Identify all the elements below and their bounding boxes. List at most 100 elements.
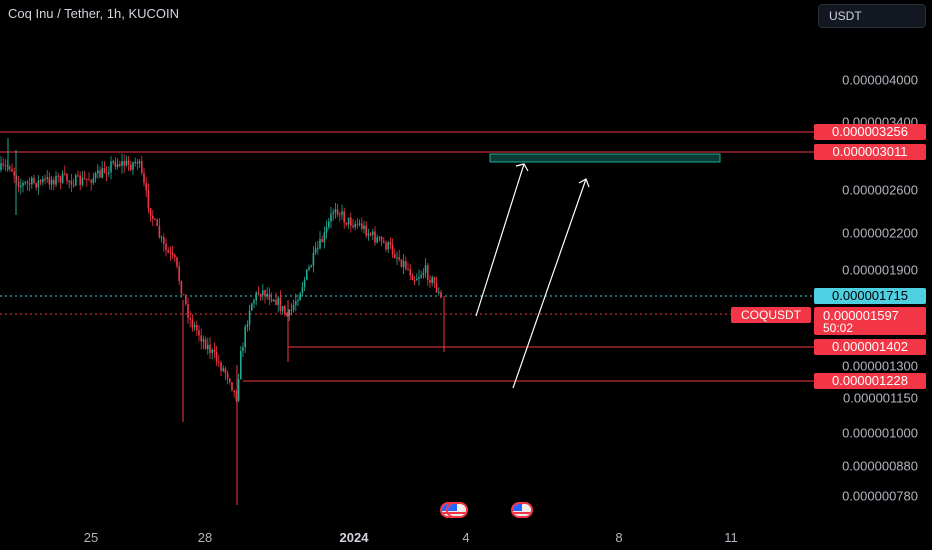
candle-body xyxy=(160,237,163,239)
candle-body xyxy=(108,172,110,174)
candle-body xyxy=(64,173,66,175)
candle-body xyxy=(310,265,312,268)
candle-body xyxy=(17,181,20,188)
candle-body xyxy=(121,161,123,166)
price-label-resistance-low: 0.000003011 xyxy=(814,144,926,160)
candle-body xyxy=(77,175,79,177)
candle-body xyxy=(427,265,429,280)
us-flag-icon[interactable] xyxy=(446,502,468,518)
candle-body xyxy=(132,162,134,170)
candle-body xyxy=(57,175,59,177)
candle-body xyxy=(171,253,174,255)
candle-body xyxy=(416,278,418,281)
candle-body xyxy=(231,382,233,391)
candle-body xyxy=(152,215,154,219)
candle-body xyxy=(209,344,211,353)
candle-body xyxy=(396,257,398,259)
symbol-badge: COQUSDT xyxy=(731,307,811,323)
candle-body xyxy=(61,173,64,183)
candle-body xyxy=(193,325,196,328)
candle-body xyxy=(363,225,365,229)
projection-arrow-1[interactable] xyxy=(475,163,525,317)
candle-body xyxy=(376,237,378,243)
candle-body xyxy=(97,170,99,174)
candle-body xyxy=(237,379,240,401)
y-tick-label: 0.000004000 xyxy=(842,72,918,88)
candle-body xyxy=(220,362,222,371)
candle-body xyxy=(431,277,433,283)
candle-body xyxy=(389,242,392,245)
candle-body xyxy=(207,344,209,350)
candle-body xyxy=(380,236,383,241)
target-zone-rectangle[interactable] xyxy=(489,153,721,163)
candle-body xyxy=(119,164,121,166)
bar-countdown: 50:02 xyxy=(823,321,854,335)
candle-body xyxy=(39,180,42,183)
candle-body xyxy=(405,261,407,269)
candle-body xyxy=(343,211,345,223)
candle-body xyxy=(226,373,229,379)
candle-body xyxy=(130,164,132,170)
candle-body xyxy=(262,290,264,296)
candle-body xyxy=(352,225,354,228)
candle-body xyxy=(180,281,183,295)
candle-body xyxy=(13,171,15,176)
candle-body xyxy=(354,224,356,228)
candle-body xyxy=(235,392,238,401)
projection-arrow-2[interactable] xyxy=(512,178,587,389)
currency-selector[interactable]: USDT xyxy=(818,4,926,28)
candle-body xyxy=(314,248,317,253)
candle-body xyxy=(68,180,70,182)
candle-body xyxy=(251,303,253,311)
candle-body xyxy=(11,168,13,172)
candle-body xyxy=(53,179,55,185)
candle-body xyxy=(268,293,271,300)
candle-body xyxy=(211,349,213,353)
candle-body xyxy=(81,178,84,185)
y-tick-label: 0.000001900 xyxy=(842,262,918,278)
candle-body xyxy=(347,217,350,225)
y-tick-label: 0.000002200 xyxy=(842,225,918,241)
price-label-support-high: 0.000001402 xyxy=(814,339,926,355)
candle-body xyxy=(279,297,282,311)
candle-body xyxy=(422,272,425,276)
candle-body xyxy=(28,183,31,185)
candle-body xyxy=(240,351,242,380)
candle-body xyxy=(196,325,198,331)
candle-body xyxy=(20,185,22,188)
candle-body xyxy=(147,190,150,208)
candle-body xyxy=(438,292,440,294)
candle-body xyxy=(321,239,323,243)
candle-body xyxy=(202,339,205,342)
candle-body xyxy=(136,162,139,164)
candle-body xyxy=(37,180,40,188)
candle-body xyxy=(356,224,359,226)
candle-body xyxy=(288,309,290,317)
candle-body xyxy=(299,293,301,301)
candle-body xyxy=(242,347,244,352)
candle-body xyxy=(424,265,427,273)
candle-body xyxy=(264,290,266,297)
candle-body xyxy=(127,160,130,165)
candle-body xyxy=(374,231,376,243)
candle-body xyxy=(35,183,37,188)
x-tick-label: 25 xyxy=(83,530,99,545)
candle-body xyxy=(336,209,339,215)
candle-body xyxy=(42,178,44,183)
candle-body xyxy=(9,166,11,169)
candle-body xyxy=(59,176,62,183)
candle-body xyxy=(70,180,73,185)
projection-arrow-1-head xyxy=(515,163,529,172)
x-tick-label: 4 xyxy=(462,530,470,545)
candle-body xyxy=(411,275,414,281)
us-flag-icon[interactable] xyxy=(511,502,533,518)
last-price-value: 0.000001597 xyxy=(823,308,899,323)
candle-body xyxy=(138,161,141,164)
candle-body xyxy=(110,161,112,173)
candle-body xyxy=(394,253,396,258)
y-tick-label: 0.000002600 xyxy=(842,182,918,198)
price-label-resistance-high: 0.000003256 xyxy=(814,124,926,140)
candle-body xyxy=(306,269,308,280)
x-tick-label: 2024 xyxy=(339,530,369,545)
